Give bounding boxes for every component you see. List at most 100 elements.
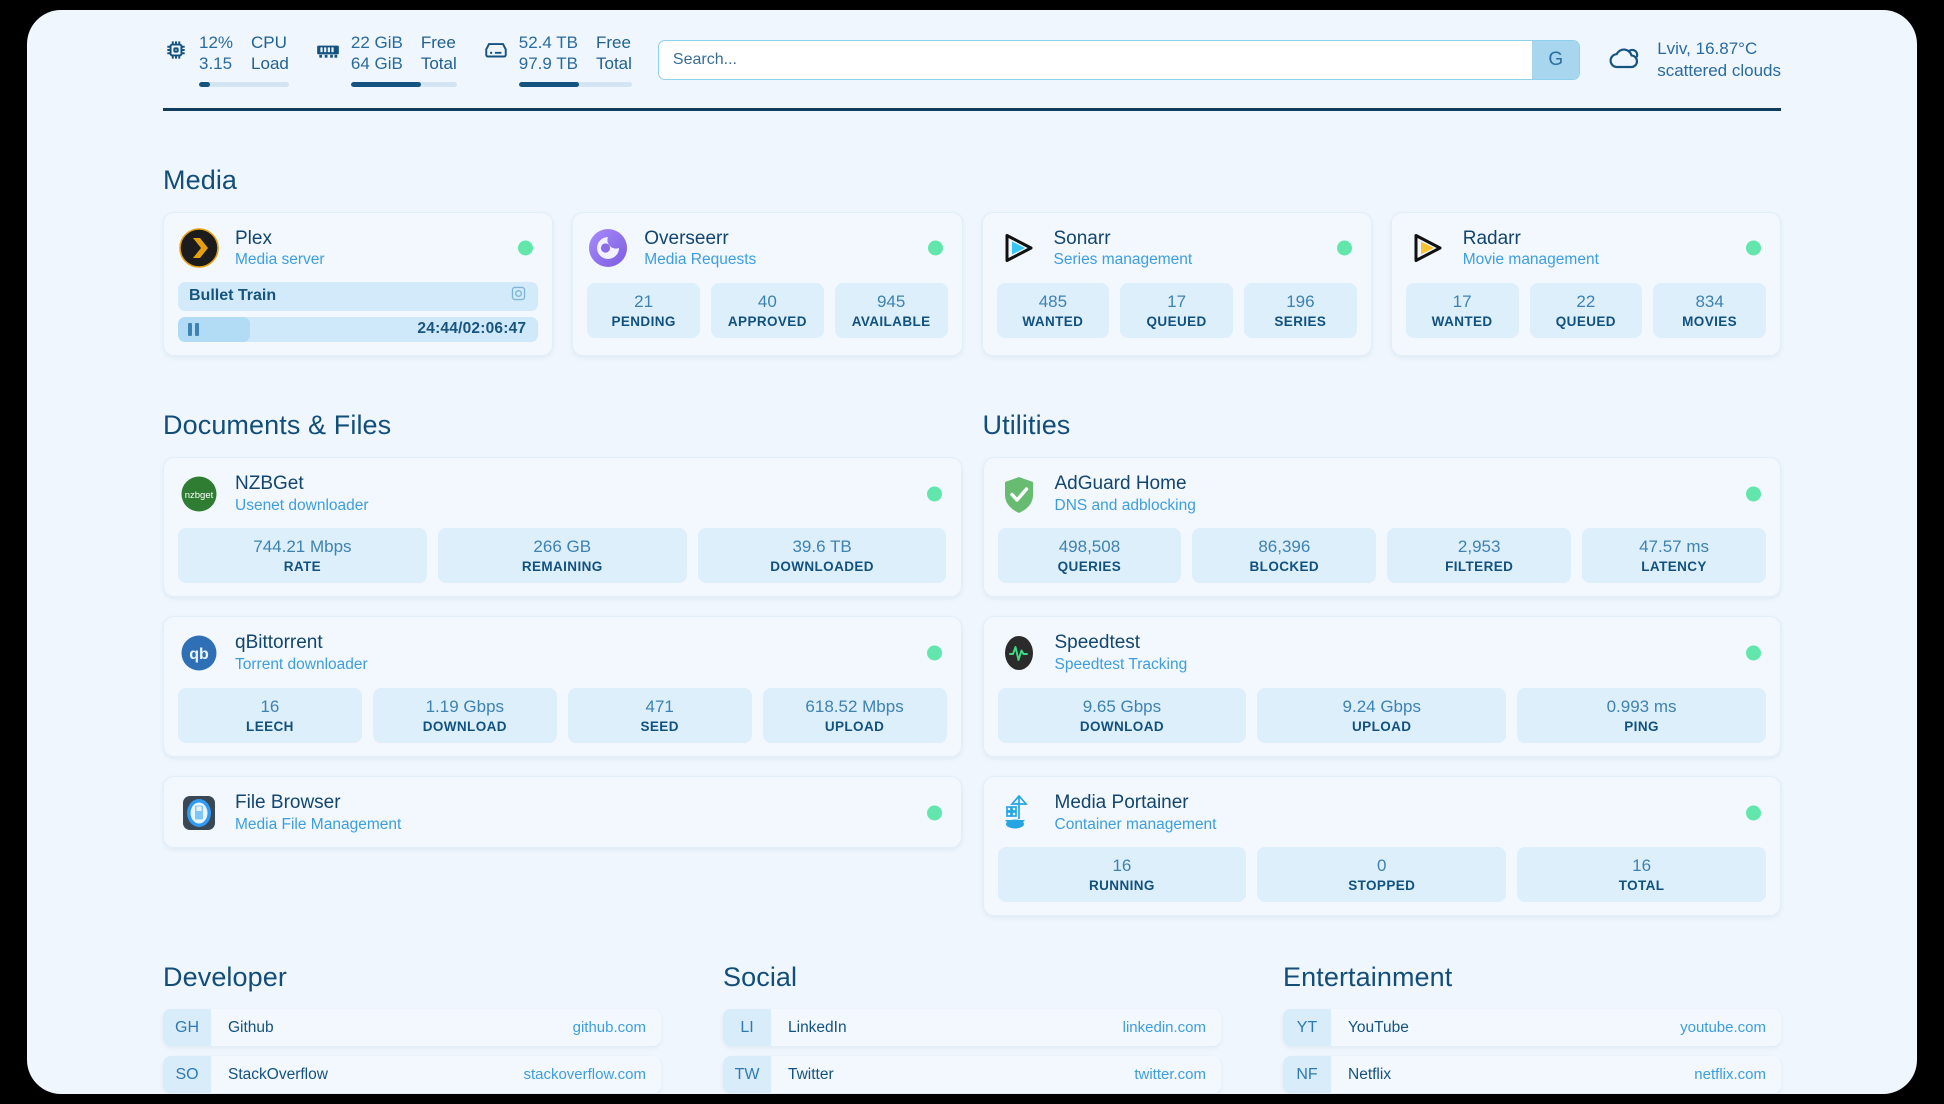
memory-usage-fill	[350, 81, 421, 87]
stat-value: 40	[757, 291, 777, 311]
ram-stick-icon	[315, 37, 341, 68]
bookmark-url: twitter.com	[1134, 1066, 1206, 1084]
dashboard-window: 12% 3.15 CPU Load	[27, 10, 1917, 1094]
memory-free: 22 GiB	[350, 33, 403, 53]
service-subtitle: Speedtest Tracking	[1054, 656, 1188, 674]
radarr-logo	[1406, 227, 1448, 269]
service-card-plex[interactable]: Plex Media server Bullet Train 24	[163, 211, 554, 356]
scattered-clouds-icon	[1606, 41, 1644, 80]
plex-now-playing[interactable]: Bullet Train	[178, 281, 539, 311]
bookmark-name: StackOverflow	[228, 1065, 328, 1083]
service-card-radarr[interactable]: Radarr Movie management 17 WANTED 22 QUE…	[1390, 211, 1781, 356]
memory-label-bottom: Total	[420, 54, 457, 73]
status-indicator-online	[1746, 486, 1761, 502]
memory-total: 64 GiB	[350, 54, 403, 73]
status-indicator-online	[927, 240, 943, 256]
stat-tile: 22 QUEUED	[1529, 282, 1643, 338]
stat-label: STOPPED	[1348, 878, 1416, 894]
cpu-usage-fill	[199, 81, 210, 87]
service-card-qbittorrent[interactable]: qb qBittorrent Torrent downloader 16 LEE…	[163, 616, 962, 757]
service-subtitle: Usenet downloader	[235, 496, 369, 514]
stat-tile: 2,953 FILTERED	[1387, 528, 1572, 584]
stat-tile: 17 QUEUED	[1120, 282, 1233, 338]
bookmark-badge: YT	[1283, 1009, 1331, 1047]
stat-tile: 9.65 Gbps DOWNLOAD	[997, 687, 1247, 743]
plex-time-separator: /	[458, 320, 463, 338]
bookmark-item[interactable]: NF Netflix netflix.com	[1283, 1056, 1781, 1094]
pause-icon[interactable]	[188, 322, 199, 336]
stat-tile: 16 TOTAL	[1517, 847, 1766, 903]
service-card-adguard-home[interactable]: AdGuard Home DNS and adblocking 498,508 …	[982, 456, 1781, 598]
search-box[interactable]: G	[657, 40, 1581, 80]
stat-tiles: 744.21 Mbps RATE 266 GB REMAINING 39.6 T…	[178, 528, 947, 584]
service-card-sonarr[interactable]: Sonarr Series management 485 WANTED 17 Q…	[981, 211, 1372, 356]
bookmark-group-developer: Developer GH Github github.com SO StackO…	[163, 926, 661, 1094]
bookmarks-grid: Developer GH Github github.com SO StackO…	[163, 926, 1781, 1094]
stat-tile: 16 LEECH	[178, 687, 362, 743]
stat-value: 266 GB	[533, 537, 592, 557]
cpu-label-bottom: Load	[251, 54, 289, 73]
stat-tile: 744.21 Mbps RATE	[178, 528, 427, 584]
search-input[interactable]	[658, 41, 1533, 79]
adguard-shield-logo	[998, 473, 1040, 515]
stat-tile: 9.24 Gbps UPLOAD	[1257, 687, 1507, 743]
stat-tiles: 9.65 Gbps DOWNLOAD 9.24 Gbps UPLOAD 0.99…	[997, 687, 1767, 743]
bookmark-badge: SO	[163, 1056, 211, 1094]
service-name: Plex	[235, 227, 272, 249]
search-provider-button[interactable]: G	[1532, 41, 1580, 79]
status-indicator-online	[1336, 240, 1352, 256]
stat-tile: 0 STOPPED	[1257, 847, 1507, 903]
stat-tile: 498,508 QUERIES	[997, 528, 1182, 584]
service-name: Speedtest	[1054, 632, 1141, 654]
stat-label: TOTAL	[1618, 878, 1665, 894]
stat-value: 0.993 ms	[1606, 696, 1677, 716]
stat-label: AVAILABLE	[851, 313, 931, 329]
stat-tile: 1.19 Gbps DOWNLOAD	[372, 687, 557, 743]
service-name: Media Portainer	[1054, 791, 1189, 813]
bookmark-item[interactable]: GH Github github.com	[163, 1009, 661, 1047]
service-card-overseerr[interactable]: Overseerr Media Requests 21 PENDING 40 A…	[572, 211, 963, 356]
cast-icon[interactable]	[510, 285, 527, 307]
bookmark-item[interactable]: LI LinkedIn linkedin.com	[723, 1009, 1221, 1047]
stat-tile: 196 SERIES	[1244, 282, 1357, 338]
service-card-media-portainer[interactable]: Media Portainer Container management 16 …	[982, 775, 1781, 917]
dashboard-page: 12% 3.15 CPU Load	[27, 10, 1917, 1094]
plex-progress-bar[interactable]: 24:44/02:06:47	[178, 316, 539, 342]
plex-logo	[178, 227, 220, 269]
stat-value: 0	[1377, 856, 1387, 876]
stat-tile: 17 WANTED	[1405, 282, 1519, 338]
svg-text:nzbget: nzbget	[185, 490, 214, 501]
status-indicator-online	[1746, 240, 1761, 256]
stat-value: 21	[634, 291, 654, 311]
stat-tile: 21 PENDING	[587, 282, 700, 338]
bookmark-item[interactable]: YT YouTube youtube.com	[1283, 1009, 1781, 1047]
cpu-label-top: CPU	[251, 33, 287, 53]
status-indicator-online	[926, 486, 942, 502]
stat-value: 945	[876, 291, 906, 311]
stat-tile: 39.6 TB DOWNLOADED	[697, 528, 947, 584]
qbittorrent-logo: qb	[178, 632, 220, 674]
service-name: Overseerr	[644, 227, 729, 249]
bookmark-item[interactable]: TW Twitter twitter.com	[723, 1056, 1221, 1094]
search-area: G	[657, 40, 1581, 80]
bookmark-item[interactable]: SO StackOverflow stackoverflow.com	[163, 1056, 661, 1094]
memory-widget: 22 GiB 64 GiB Free Total	[315, 33, 457, 87]
stat-value: 86,396	[1258, 537, 1311, 557]
top-bar: 12% 3.15 CPU Load	[163, 10, 1781, 102]
stat-value: 834	[1695, 291, 1724, 311]
stat-value: 196	[1286, 291, 1315, 311]
weather-location-temp: Lviv, 16.87°C	[1657, 38, 1758, 58]
stat-value: 9.24 Gbps	[1342, 696, 1421, 716]
filebrowser-logo	[178, 792, 220, 834]
service-card-file-browser[interactable]: File Browser Media File Management	[163, 775, 962, 849]
documents-column: nzbget NZBGet Usenet downloader 744.21 M…	[163, 456, 962, 849]
stat-value: 16	[1112, 856, 1132, 876]
stat-tile: 485 WANTED	[996, 282, 1110, 338]
status-indicator-online	[518, 240, 534, 256]
service-card-nzbget[interactable]: nzbget NZBGet Usenet downloader 744.21 M…	[163, 456, 962, 598]
service-subtitle: Movie management	[1462, 251, 1599, 269]
nzbget-logo: nzbget	[178, 473, 220, 515]
service-card-speedtest[interactable]: Speedtest Speedtest Tracking 9.65 Gbps D…	[982, 616, 1781, 757]
stat-label: RATE	[283, 559, 322, 575]
bookmark-badge: LI	[723, 1009, 771, 1047]
